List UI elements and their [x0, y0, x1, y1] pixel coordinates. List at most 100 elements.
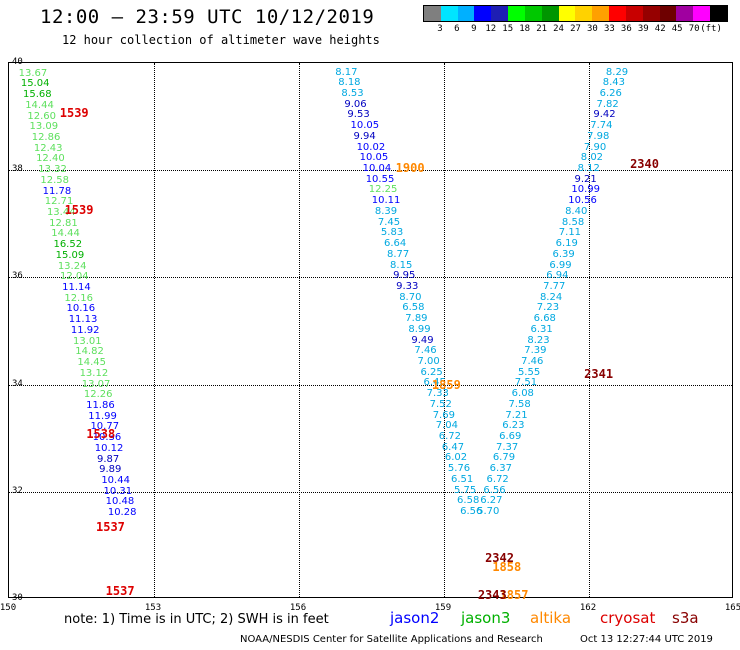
wave-height-value: 7.82 — [596, 98, 619, 110]
wave-height-value: 7.89 — [405, 313, 428, 325]
wave-height-value: 12.04 — [59, 271, 89, 283]
wave-height-value: 6.02 — [444, 452, 468, 464]
color-scale-swatch — [693, 6, 711, 21]
longitude-gridline — [154, 63, 155, 597]
wave-height-value: 10.44 — [101, 475, 130, 486]
color-scale-tick-label: 70 — [688, 24, 700, 34]
wave-height-value: 6.26 — [599, 88, 622, 100]
wave-height-value: 10.99 — [571, 184, 600, 196]
wave-height-value: 13.24 — [57, 260, 87, 272]
wave-height-value: 10.77 — [90, 421, 120, 433]
wave-height-value: 6.25 — [420, 366, 443, 378]
wave-height-value: 10.48 — [105, 496, 135, 508]
wave-height-value: 8.43 — [602, 77, 626, 89]
pass-time-label: 2343 — [477, 588, 507, 603]
wave-height-value: 12.71 — [44, 196, 74, 208]
wave-height-value: 9.33 — [396, 280, 419, 292]
color-scale-tick-label: 39 — [637, 24, 649, 34]
color-scale-swatch — [508, 6, 525, 21]
wave-height-value: 8.18 — [338, 77, 361, 89]
wave-height-value: 5.75 — [454, 484, 477, 496]
wave-height-value: 7.45 — [377, 216, 401, 228]
color-scale-swatch — [642, 6, 660, 21]
longitude-label: 150 — [0, 603, 17, 613]
wave-height-value: 12.40 — [36, 153, 65, 165]
color-scale-tick-label: 6 — [454, 24, 460, 34]
wave-height-value: 7.11 — [558, 227, 582, 239]
wave-height-value: 10.05 — [350, 120, 380, 132]
wave-height-value: 6.56 — [483, 484, 506, 496]
wave-height-value: 8.77 — [387, 248, 410, 260]
color-scale-tick-label: 21 — [536, 24, 548, 34]
color-scale-tick-label: 33 — [603, 24, 615, 34]
wave-height-value: 9.42 — [593, 109, 616, 121]
wave-height-value: 14.44 — [25, 99, 54, 111]
color-scale-tick-label: 15 — [502, 24, 514, 34]
legend-altika: altika — [530, 609, 572, 627]
wave-height-value: 10.04 — [362, 163, 392, 175]
wave-height-value: 6.99 — [549, 259, 572, 271]
color-scale-swatch — [609, 6, 626, 21]
wave-height-value: 6.39 — [552, 248, 575, 260]
wave-height-value: 8.17 — [335, 66, 358, 78]
color-scale-swatch — [625, 6, 643, 21]
color-scale-swatch — [676, 6, 694, 21]
wave-height-value: 6.72 — [486, 473, 509, 485]
wave-height-value: 7.21 — [505, 409, 528, 421]
wave-height-value: 13.67 — [18, 67, 48, 79]
latitude-gridline — [9, 170, 732, 172]
wave-height-value: 7.58 — [508, 398, 531, 410]
wave-height-value: 7.39 — [524, 345, 547, 357]
color-scale-unit: (ft) — [700, 24, 722, 34]
wave-height-value: 9.95 — [393, 270, 416, 282]
color-scale-tick-label: 27 — [570, 24, 581, 34]
longitude-label: 159 — [434, 603, 452, 613]
wave-height-value: 12.26 — [83, 389, 113, 401]
color-scale-tick-label: 12 — [485, 24, 497, 34]
legend-jason2: jason2 — [390, 609, 440, 627]
wave-height-value: 7.00 — [417, 356, 440, 368]
pass-time-label: 1537 — [96, 520, 125, 535]
wave-height-value: 11.86 — [86, 399, 115, 411]
latitude-gridline — [9, 277, 732, 279]
wave-height-value: 8.99 — [408, 323, 431, 335]
color-scale-tick-label: 3 — [437, 24, 443, 34]
wave-height-value: 6.69 — [499, 431, 522, 443]
wave-height-value: 14.82 — [75, 346, 104, 358]
color-scale-tick-label: 30 — [587, 24, 598, 34]
wave-height-value: 6.64 — [383, 238, 407, 250]
wave-height-value: 9.21 — [574, 173, 597, 185]
wave-height-value: 6.37 — [489, 463, 512, 475]
wave-height-value: 12.58 — [40, 174, 70, 186]
wave-height-value: 7.37 — [495, 441, 519, 453]
wave-height-value: 9.49 — [411, 334, 434, 346]
wave-height-value: 12.81 — [49, 217, 78, 229]
legend-cryosat: cryosat — [600, 609, 656, 627]
wave-height-value: 11.14 — [62, 282, 91, 294]
longitude-gridline — [299, 63, 300, 597]
wave-height-value: 6.58 — [457, 495, 480, 507]
map-plot-area: 40 38 36 34 32 30 13.67 15.04 15.68 14.44 12.60 13.… — [8, 57, 733, 603]
wave-height-value: 8.53 — [341, 88, 364, 100]
color-scale-tick-label: 18 — [519, 24, 531, 34]
longitude-label: 162 — [579, 603, 597, 613]
color-scale-swatch — [659, 6, 677, 21]
color-scale-swatch — [575, 6, 593, 21]
color-scale-swatch — [541, 6, 559, 21]
wave-height-value: 5.70 — [477, 506, 500, 518]
pass-time-label: 1538 — [86, 427, 116, 442]
wave-height-value: 7.98 — [587, 130, 610, 142]
latitude-label: 34 — [12, 378, 23, 389]
wave-height-value: 6.51 — [450, 473, 474, 485]
wave-height-value: 11.13 — [68, 314, 98, 326]
color-scale-tick-label: 9 — [471, 24, 477, 34]
wave-height-value: 12.86 — [31, 131, 61, 143]
pass-time-label: 1537 — [105, 584, 135, 599]
color-scale-swatch — [558, 6, 576, 21]
wave-height-value: 9.53 — [347, 109, 370, 121]
wave-height-value: 6.08 — [511, 388, 534, 400]
pass-time-label: 1900 — [395, 160, 425, 175]
latitude-label: 36 — [12, 271, 23, 282]
wave-height-value: 8.12 — [577, 163, 600, 175]
wave-height-value: 7.90 — [583, 141, 607, 153]
